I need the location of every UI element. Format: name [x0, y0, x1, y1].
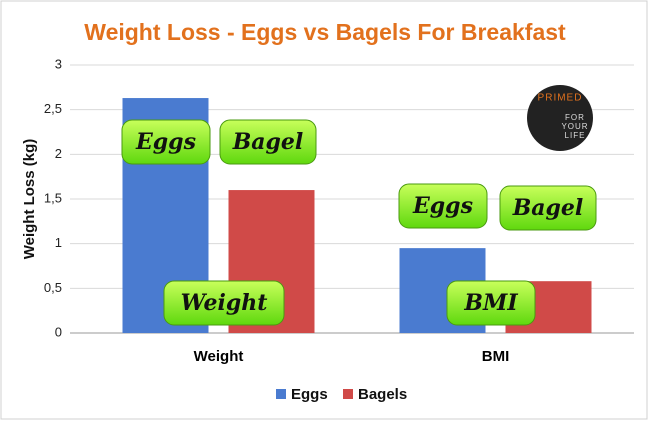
- annotation: Bagel: [512, 195, 584, 221]
- annotation: BMI: [463, 290, 518, 316]
- annotation-badge: [398, 183, 488, 229]
- y-tick-label: 3: [55, 56, 62, 71]
- legend-swatch: [343, 389, 353, 399]
- x-tick-label: Weight: [194, 348, 244, 365]
- logo-text: LIFE: [565, 131, 586, 140]
- logo: [527, 85, 593, 151]
- legend-label: Eggs: [291, 386, 328, 403]
- logo-text: YOUR: [561, 122, 588, 131]
- y-tick-label: 1: [55, 235, 62, 250]
- y-tick-label: 0,5: [44, 280, 62, 295]
- annotation-badge: [163, 280, 285, 326]
- annotation-badge: [446, 280, 536, 326]
- y-tick-label: 1,5: [44, 190, 62, 205]
- annotation: Eggs: [135, 129, 196, 155]
- logo-text: FOR: [565, 113, 585, 122]
- y-tick-label: 2: [55, 146, 62, 161]
- annotation: Eggs: [412, 193, 473, 219]
- annotation-badge: [121, 119, 211, 165]
- y-tick-label: 2,5: [44, 101, 62, 116]
- legend-swatch: [276, 389, 286, 399]
- annotation-badge: [219, 119, 317, 165]
- logo-text: PRIMED: [538, 93, 583, 104]
- y-tick-label: 0: [55, 324, 62, 339]
- y-axis-label: Weight Loss (kg): [21, 139, 38, 260]
- annotation-badge: [499, 185, 597, 231]
- annotation: Bagel: [232, 129, 304, 155]
- legend-label: Bagels: [358, 386, 407, 403]
- annotation: Weight: [181, 290, 268, 316]
- x-tick-label: BMI: [482, 348, 510, 365]
- chart-title: Weight Loss - Eggs vs Bagels For Breakfa…: [84, 19, 566, 45]
